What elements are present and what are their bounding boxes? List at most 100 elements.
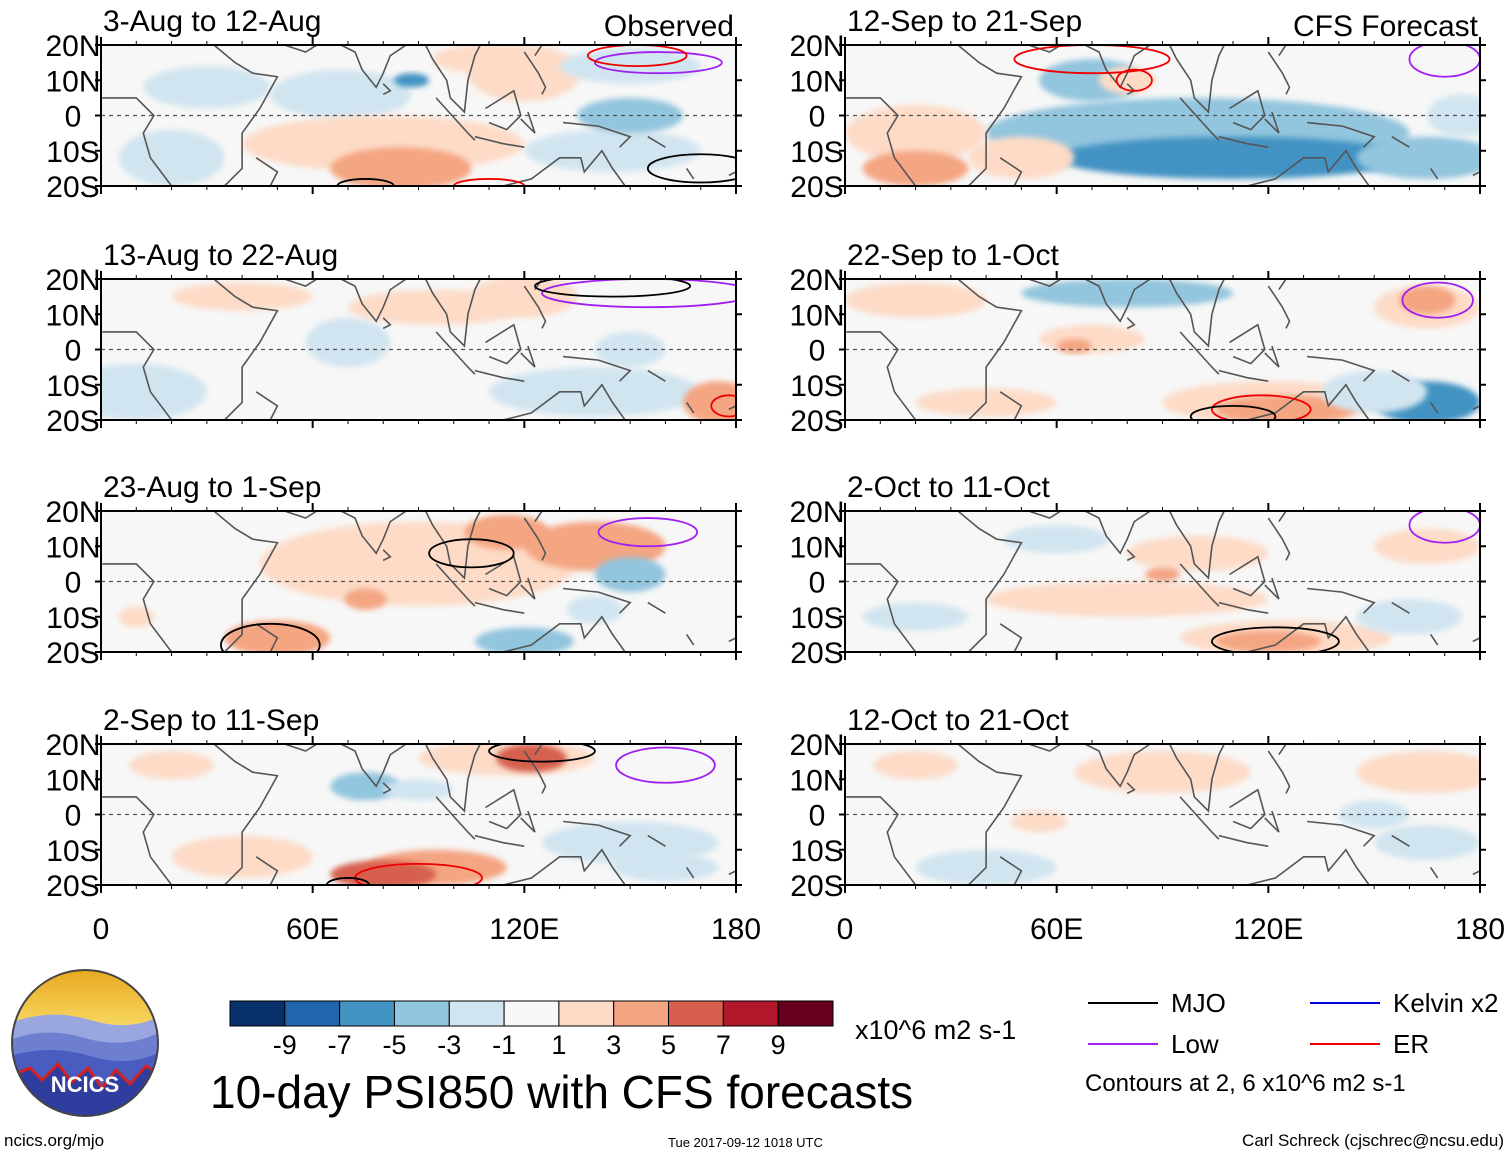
legend-label: Kelvin x2 — [1393, 988, 1499, 1018]
coastline — [340, 45, 408, 89]
coastline — [1267, 517, 1291, 561]
coastline — [101, 796, 173, 885]
contour-line — [534, 279, 692, 298]
colorbar-label: -5 — [382, 1030, 406, 1060]
coastline — [685, 401, 695, 414]
panel-title: 13-Aug to 22-Aug — [103, 239, 338, 272]
panel-title: 12-Sep to 21-Sep — [847, 5, 1082, 38]
panel-title: 2-Oct to 11-Oct — [847, 471, 1051, 504]
coastline — [524, 726, 531, 737]
coastline — [1218, 135, 1269, 148]
coastline — [728, 870, 736, 876]
coastline — [845, 97, 917, 186]
coastline — [1218, 834, 1269, 847]
y-tick-label: 20N — [789, 30, 844, 63]
coastline — [957, 744, 1023, 885]
y-tick-label: 10N — [789, 65, 844, 98]
coastline — [1264, 345, 1280, 368]
coastline — [474, 135, 525, 148]
coastline — [1307, 820, 1376, 847]
anomaly-shading — [594, 556, 666, 593]
y-tick-label: 0 — [65, 800, 82, 833]
coastline — [520, 345, 536, 368]
contour-line — [1211, 626, 1340, 652]
coastline — [647, 136, 666, 148]
panel-title: 23-Aug to 1-Sep — [103, 471, 321, 504]
coastline — [1264, 111, 1280, 134]
anomaly-shading — [1127, 535, 1269, 571]
y-tick-label: 10S — [46, 835, 99, 868]
contour-line — [488, 744, 596, 763]
coastline — [563, 587, 632, 614]
coastline — [999, 856, 1023, 885]
coastline — [474, 601, 525, 614]
coastline — [520, 810, 536, 833]
coastline — [213, 744, 279, 885]
panel-title: 3-Aug to 12-Aug — [103, 5, 321, 38]
coastline — [1472, 405, 1480, 411]
panel-title: 22-Sep to 1-Oct — [847, 239, 1059, 272]
coastline — [845, 331, 917, 420]
coastline — [101, 331, 173, 420]
coastline — [1264, 810, 1280, 833]
anomaly-shading — [143, 66, 271, 109]
coastline — [101, 97, 173, 186]
y-tick-label: 10N — [45, 764, 100, 797]
y-tick-label: 20N — [45, 30, 100, 63]
colorbar-label: 9 — [771, 1030, 786, 1060]
coastline — [213, 511, 279, 652]
coastline — [1168, 511, 1226, 580]
y-tick-label: 20S — [790, 171, 843, 204]
colorbar-swatch — [613, 1000, 670, 1027]
contour-line — [1189, 405, 1277, 420]
coastline — [685, 866, 695, 879]
coastline — [1028, 511, 1063, 519]
y-tick-label: 10S — [46, 602, 99, 635]
contour-line — [1013, 45, 1171, 75]
anomaly-shading — [330, 147, 472, 186]
ncics-logo: NCICS — [10, 968, 160, 1123]
anomaly-shading — [496, 744, 567, 773]
coastline — [845, 796, 917, 885]
colorbar-swatch — [448, 1000, 505, 1027]
anomaly-shading — [1039, 324, 1145, 354]
coastline — [957, 279, 1023, 420]
y-tick-label: 0 — [809, 567, 826, 600]
coastline — [1307, 121, 1376, 148]
anomaly-shading — [873, 751, 958, 780]
colorbar-swatch — [777, 1000, 834, 1027]
y-tick-label: 20N — [789, 496, 844, 529]
colorbar-label: -1 — [492, 1030, 516, 1060]
coastline — [563, 355, 632, 382]
coastline — [520, 577, 536, 600]
coastline — [1429, 401, 1439, 414]
coastline — [523, 51, 547, 95]
anomaly-shading — [1374, 528, 1480, 564]
anomaly-shading — [129, 751, 214, 780]
coastline — [502, 615, 627, 652]
anomaly-shading — [968, 136, 1075, 179]
y-tick-label: 20N — [789, 729, 844, 762]
coastline — [1218, 369, 1269, 382]
coastline — [1268, 726, 1275, 737]
colorbar-label: -7 — [328, 1030, 352, 1060]
site-url[interactable]: ncics.org/mjo — [4, 1131, 105, 1150]
coastline — [523, 285, 547, 329]
coastline — [1028, 279, 1063, 287]
coastline — [1246, 848, 1371, 885]
anomaly-shading — [1356, 599, 1463, 635]
anomaly-shading — [1215, 630, 1322, 652]
anomaly-shading — [1056, 136, 1410, 179]
coastline — [1429, 167, 1439, 180]
coastline — [382, 782, 392, 795]
anomaly-shading — [541, 821, 719, 864]
anomaly-shading — [1074, 751, 1251, 794]
coastline — [213, 45, 279, 186]
coastline — [1472, 171, 1480, 177]
coastline — [685, 633, 695, 646]
colorbar-swatch — [339, 1000, 395, 1027]
y-tick-label: 10N — [45, 531, 100, 564]
